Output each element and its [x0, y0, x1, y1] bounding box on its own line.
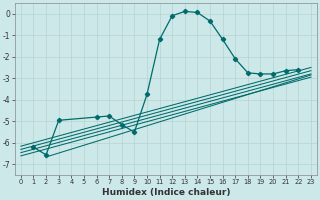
X-axis label: Humidex (Indice chaleur): Humidex (Indice chaleur) [102, 188, 230, 197]
